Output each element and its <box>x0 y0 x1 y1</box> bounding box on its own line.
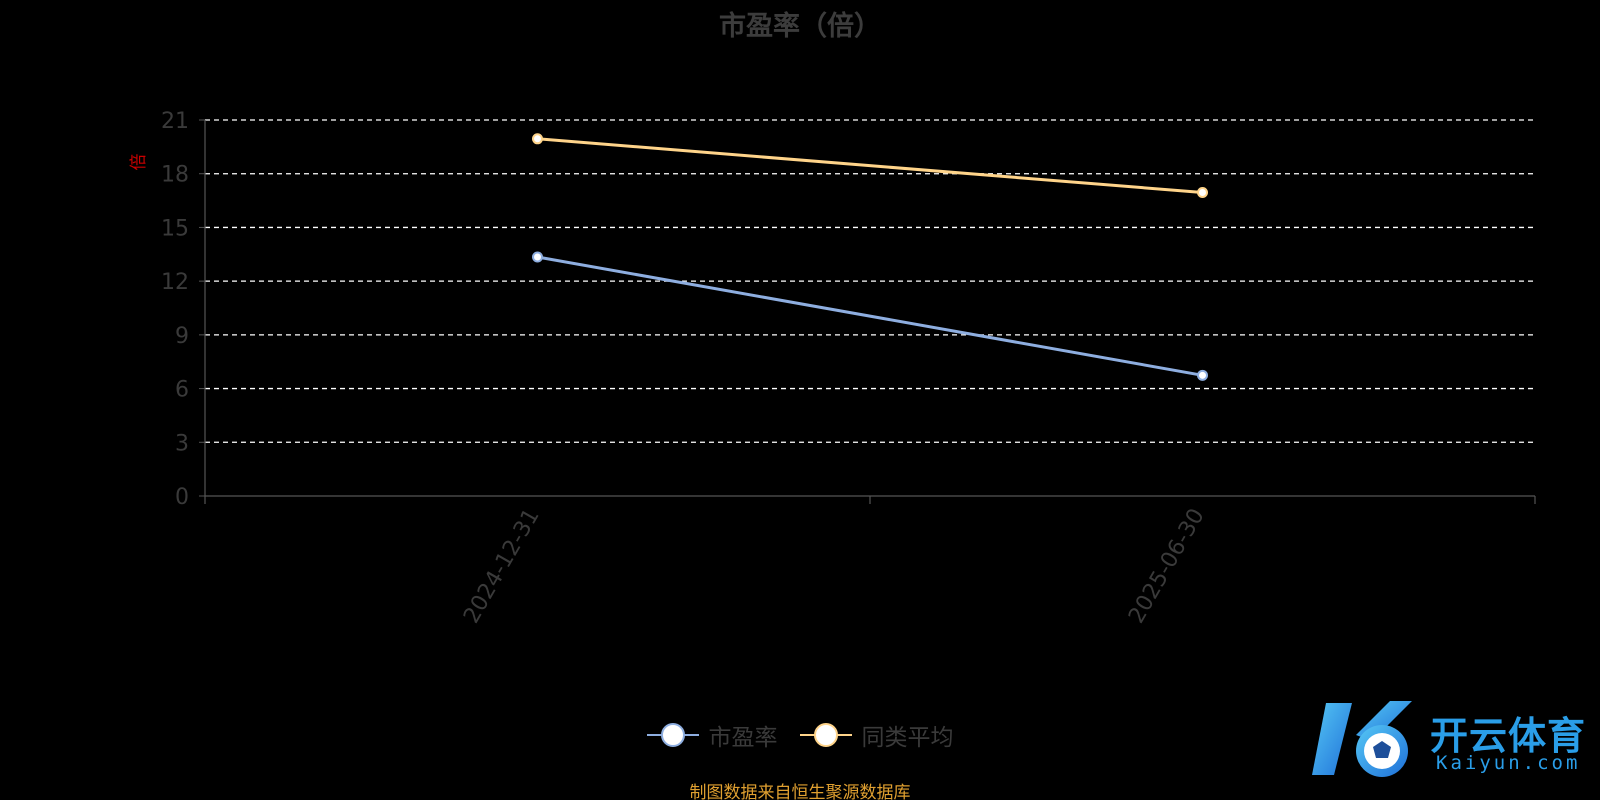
series-line-0 <box>537 255 1203 377</box>
series-0-point-0 <box>532 251 543 263</box>
y-tick-label-15: 15 <box>161 216 189 241</box>
y-tick-label-21: 21 <box>161 109 189 134</box>
y-tick-label-12: 12 <box>161 270 189 295</box>
y-axis-label: 倍 <box>129 154 149 171</box>
series-line-1 <box>537 137 1203 195</box>
series-1-point-1 <box>1197 187 1208 199</box>
legend-item-peer-average[interactable]: 同类平均 <box>799 718 954 752</box>
y-tick-label-18: 18 <box>161 163 189 188</box>
logo-text-en: Kaiyun.com <box>1436 752 1581 774</box>
y-tick-label-9: 9 <box>175 324 189 349</box>
legend-swatch-peer-average <box>799 722 852 748</box>
logo-text-cn: 开云体育 <box>1430 714 1587 758</box>
y-tick-label-3: 3 <box>175 431 189 456</box>
chart-title: 市盈率（倍） <box>719 11 881 42</box>
legend-swatch-pe <box>646 722 699 748</box>
legend-label-pe: 市盈率 <box>708 725 778 751</box>
y-tick-label-6: 6 <box>175 378 189 403</box>
series-0-point-1 <box>1197 369 1208 381</box>
x-tick-label-2025-06-30: 2025-06-30 <box>1124 505 1210 628</box>
legend-label-peer-average: 同类平均 <box>861 725 954 751</box>
kaiyun-logo: 开云体育 Kaiyun.com <box>1312 695 1592 785</box>
legend-item-pe[interactable]: 市盈率 <box>646 718 778 752</box>
series-1-point-0 <box>532 133 543 145</box>
y-tick-label-0: 0 <box>175 485 189 510</box>
kaiyun-logo-icon <box>1312 701 1412 777</box>
source-note: 制图数据来自恒生聚源数据库 <box>689 783 911 800</box>
x-tick-label-2024-12-31: 2024-12-31 <box>459 505 545 628</box>
legend: 市盈率 同类平均 <box>0 718 1600 752</box>
